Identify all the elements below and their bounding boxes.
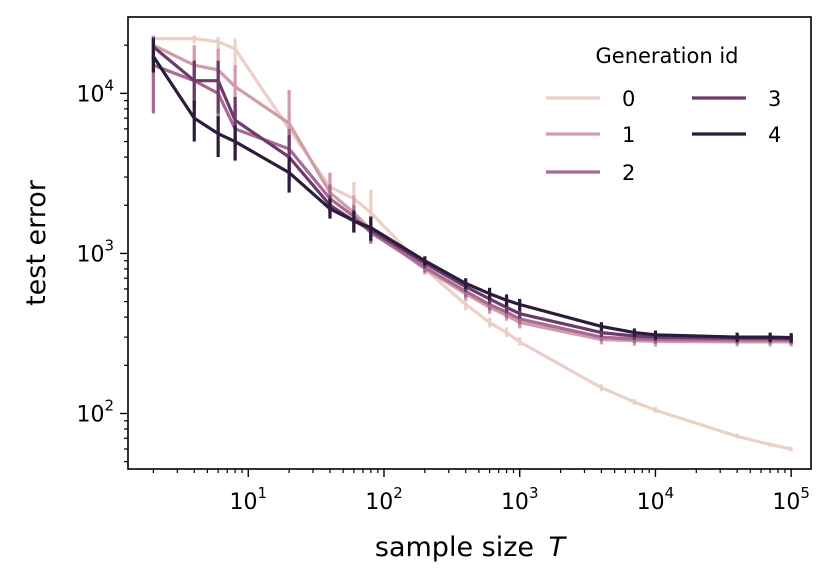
x-axis-title-text: sample size xyxy=(375,532,534,563)
legend-entry-0: 0 xyxy=(546,87,635,111)
legend-entries: 0 1 2 3 4 xyxy=(546,87,781,185)
series-layer xyxy=(151,35,793,452)
legend-entry-3: 3 xyxy=(692,87,781,111)
y-axis-title: test error xyxy=(21,179,52,306)
legend-title: Generation id xyxy=(596,44,739,68)
x-tick-label-0: 101 xyxy=(229,484,267,515)
legend-label-4: 4 xyxy=(768,123,781,147)
legend-entry-4: 4 xyxy=(692,123,781,147)
legend-label-1: 1 xyxy=(622,123,635,147)
y-tick-label-0: 102 xyxy=(76,396,114,427)
x-tick-label-4: 105 xyxy=(772,484,810,515)
y-tick-label-1: 103 xyxy=(76,236,114,267)
x-tick-label-1: 102 xyxy=(365,484,403,515)
y-axis-ticks: 102 103 104 xyxy=(76,44,128,463)
x-tick-label-2: 103 xyxy=(501,484,539,515)
y-tick-label-2: 104 xyxy=(76,76,114,107)
plot-frame xyxy=(127,16,812,470)
legend-label-2: 2 xyxy=(622,161,635,185)
legend-label-0: 0 xyxy=(622,87,635,111)
legend-label-3: 3 xyxy=(768,87,781,111)
x-axis-title-var: T xyxy=(549,532,568,563)
x-axis-title: sample size T xyxy=(375,532,568,563)
series-4 xyxy=(151,38,793,343)
legend-entry-1: 1 xyxy=(546,123,635,147)
x-axis-ticks: 101 102 103 104 105 xyxy=(152,469,810,515)
legend-entry-2: 2 xyxy=(546,161,635,185)
legend: Generation id 0 1 2 3 4 xyxy=(546,44,781,185)
x-tick-label-3: 104 xyxy=(637,484,675,515)
svg-text:sample size T: sample size T xyxy=(375,532,568,563)
